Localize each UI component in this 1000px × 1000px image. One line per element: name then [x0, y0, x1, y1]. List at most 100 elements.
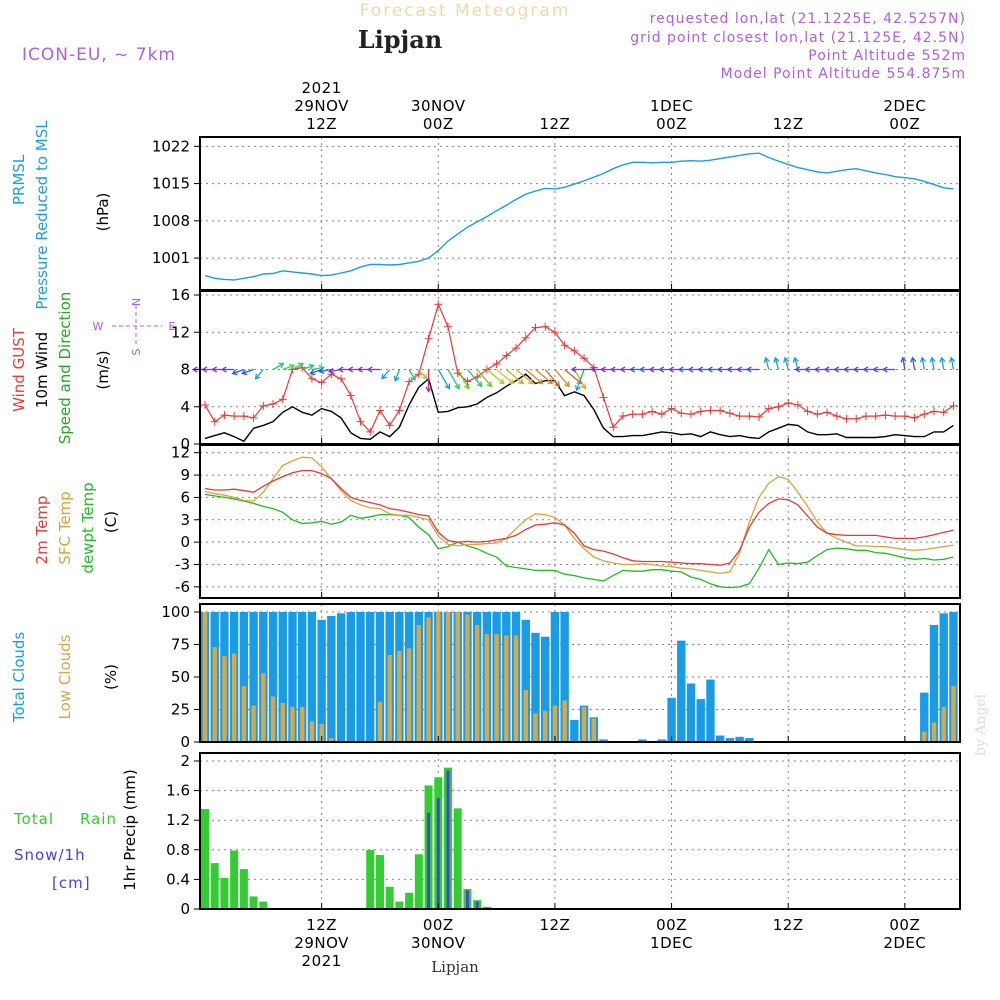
wind-direction-arrow: [765, 357, 770, 370]
wind-direction-arrow: [931, 357, 935, 370]
wind-labels: Wind GUST 10m Wind Speed and Direction (…: [10, 292, 176, 445]
wind-direction-arrowhead: [881, 366, 888, 373]
t2m-line: [204, 469, 954, 566]
bottom-time-label: 1DEC: [650, 934, 693, 952]
data-layer: [191, 152, 958, 909]
total-clouds-bar: [715, 735, 725, 742]
wind-direction-arrow: [292, 362, 304, 371]
wind-direction-arrow: [282, 364, 295, 371]
wind-direction-arrow: [381, 369, 391, 380]
watermark: by Angel: [973, 693, 989, 756]
wind-direction-arrowhead: [804, 366, 810, 373]
wind-direction-arrowhead: [288, 363, 296, 370]
location-title: Lipjan: [358, 25, 442, 54]
wind-direction-arrow: [418, 369, 428, 380]
wind-direction-arrow: [272, 362, 284, 371]
total-clouds-bar: [725, 738, 735, 742]
rain-bar: [453, 808, 462, 909]
snow-bar: [475, 901, 479, 909]
temperature-ytick-label: 12: [171, 444, 190, 462]
total-clouds-bar: [920, 692, 929, 742]
wind-direction-arrow: [535, 369, 553, 385]
wind-direction-arrow: [232, 368, 245, 375]
wind-direction-arrowhead: [726, 366, 733, 373]
wind-direction-arrowhead: [668, 366, 674, 373]
total-clouds-bar: [278, 612, 287, 742]
top-time-label: 00Z: [423, 115, 454, 133]
total-clouds-bar: [696, 699, 705, 742]
low-clouds-bar: [426, 617, 431, 742]
low-clouds-bar: [931, 722, 937, 742]
low-clouds-bar: [377, 701, 383, 742]
clouds-ytick-label: 100: [161, 603, 190, 621]
rain-bar: [482, 906, 491, 909]
snow-unit: [cm]: [52, 874, 91, 892]
wind-direction-arrowhead: [231, 369, 238, 376]
wind-direction-arrow: [408, 369, 416, 381]
low-clouds-bar: [222, 656, 227, 742]
bottom-time-label: 2DEC: [883, 934, 926, 952]
compass-rose: N S W E: [93, 298, 176, 356]
low-clouds-bar: [231, 653, 237, 742]
wind-direction-arrowhead: [574, 385, 581, 392]
bottom-time-label: 12Z: [773, 916, 804, 934]
wind-direction-arrowhead: [580, 383, 587, 390]
wind-direction-arrow: [496, 369, 514, 385]
wind-direction-arrowhead: [201, 366, 208, 373]
dewpt-line: [204, 493, 954, 589]
low-clouds-bar: [416, 625, 422, 742]
wind-direction-arrowhead: [745, 366, 752, 373]
bottom-time-label: 00Z: [889, 916, 920, 934]
wind-direction-arrow: [950, 357, 955, 370]
rain-bar: [230, 850, 239, 909]
wind-direction-arrowhead: [706, 366, 713, 373]
requested-point: requested lon,lat (21.1225E, 42.5257N): [650, 11, 966, 27]
wind-direction-arrowhead: [697, 366, 704, 373]
low-clouds-bar: [397, 651, 402, 742]
wind-direction-arrowhead: [518, 378, 525, 385]
wind-direction-arrowhead: [629, 366, 636, 373]
total-clouds-bar: [599, 739, 608, 742]
wind-direction-arrow: [255, 369, 264, 380]
top-time-label: 29NOV: [294, 97, 349, 115]
snow-bar: [465, 890, 469, 909]
bottom-time-label: 12Z: [306, 916, 337, 934]
axes-layer: 10011008101510220481216-6-30369120255075…: [152, 79, 926, 970]
wind-frame: [199, 290, 961, 445]
wind-ytick-label: 0: [180, 435, 190, 453]
low-clouds-bar: [533, 713, 538, 742]
wind-direction-arrow: [505, 369, 524, 385]
wind-direction-arrow: [301, 364, 314, 371]
compass-west: W: [93, 320, 104, 333]
top-time-label: 12Z: [306, 115, 337, 133]
wind-direction-arrow: [311, 366, 324, 371]
bottom-time-label: 12Z: [539, 916, 570, 934]
low-clouds-bar: [941, 706, 946, 742]
precip-frame: [199, 752, 961, 910]
low-clouds-bar: [484, 634, 490, 742]
wind-direction-arrowhead: [609, 366, 616, 373]
wind-direction-arrowhead: [929, 356, 936, 363]
wind-direction-arrowhead: [716, 366, 723, 373]
compass-south: S: [130, 348, 143, 355]
total-label: Total: [13, 810, 54, 828]
wind-direction-arrowhead: [356, 366, 363, 373]
wind-direction-arrow: [242, 368, 254, 375]
footer-location: Lipjan: [431, 958, 479, 976]
wind-direction-arrow: [794, 357, 799, 370]
total-clouds-bar: [745, 738, 754, 742]
grid-point: grid point closest lon,lat (21.125E, 42.…: [630, 30, 966, 46]
wind-direction-arrowhead: [278, 362, 285, 369]
temperature-ytick-label: -3: [175, 555, 190, 573]
wind-direction-arrowhead: [211, 366, 218, 373]
wind-direction-arrowhead: [638, 366, 645, 373]
rain-bar: [405, 892, 414, 909]
top-time-label: 1DEC: [650, 97, 693, 115]
wind-direction-arrowhead: [537, 378, 544, 385]
wind-direction-arrowhead: [570, 366, 577, 373]
low-clouds-bar: [552, 705, 558, 742]
top-time-label: 12Z: [539, 115, 570, 133]
grid-layer: [200, 137, 960, 909]
wind-direction-arrowhead: [425, 386, 432, 393]
frames-layer: [199, 136, 961, 910]
